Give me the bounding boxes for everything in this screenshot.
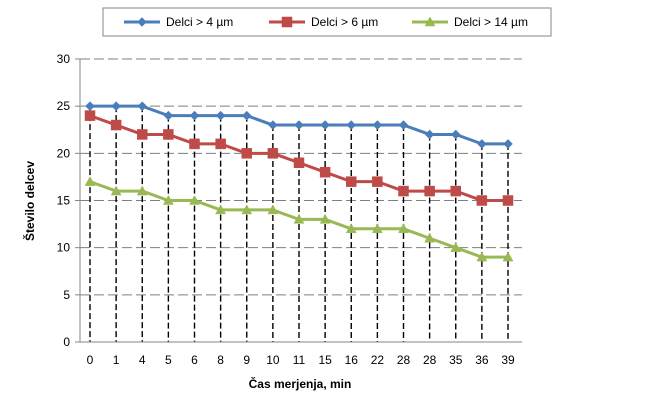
legend-marker [137,17,147,27]
data-point [267,148,279,159]
data-point [372,120,383,130]
data-point [293,157,305,169]
legend-marker [281,16,293,28]
legend-label: Delci > 4 µm [166,15,233,29]
data-point [320,120,330,130]
data-point [189,110,200,121]
grid-layer [80,58,522,296]
x-tick-label: 28 [423,353,437,367]
data-point [477,139,487,149]
data-point [398,185,409,197]
data-point [267,204,279,215]
legend-box [102,7,552,37]
data-point [215,110,226,121]
data-point [503,139,513,149]
axes [75,58,522,343]
data-point [398,223,409,234]
x-tick-label: 28 [397,353,411,367]
x-tick-label: 15 [318,353,332,367]
drop-lines [89,106,509,342]
data-point [137,129,148,140]
data-point [319,213,331,224]
data-point [84,176,96,186]
series-1 [85,101,513,149]
data-point [346,176,357,187]
series-layer [84,101,514,262]
data-point [84,110,96,121]
data-point [215,138,226,150]
data-point [476,195,488,206]
data-point [450,185,461,197]
y-tick-label: 30 [57,52,71,66]
x-tick-label: 35 [449,353,463,367]
x-tick-label: 0 [87,353,94,367]
y-tick-label: 20 [57,146,71,160]
y-tick-label: 15 [57,194,71,208]
data-point [189,194,200,205]
data-point [136,185,148,196]
series-3 [84,176,514,262]
legend-item: Delci > 6 µm [269,15,378,29]
legend-label: Delci > 14 µm [454,15,528,29]
data-point [346,120,357,130]
data-point [162,194,174,205]
data-point [189,138,200,150]
x-tick-label: 16 [345,353,359,367]
data-point [110,185,122,196]
series-2 [84,110,514,206]
x-tick-label: 4 [139,353,146,367]
data-point [294,120,304,130]
data-point [476,251,488,262]
data-point [241,148,252,159]
y-tick-label: 10 [57,241,71,255]
data-point [371,223,383,234]
legend-item: Delci > 4 µm [124,15,233,29]
data-point [163,110,174,121]
data-point [450,129,461,140]
data-point [450,242,462,252]
data-point [424,129,435,140]
data-point [372,176,383,187]
legend: Delci > 4 µm Delci > 6 µm Delci > 14 µm [102,7,552,37]
data-point [502,251,514,262]
data-point [345,223,357,234]
y-axis-title: Število delcev [22,161,37,241]
data-point [241,110,252,121]
data-point [502,195,514,206]
data-point [111,101,121,112]
y-tick-label: 5 [63,288,70,302]
legend-item: Delci > 14 µm [412,15,528,29]
data-point [398,120,409,130]
x-axis-title: Čas merjenja, min [249,376,352,391]
x-tick-label: 10 [266,353,280,367]
data-point [85,101,95,112]
x-tick-label: 36 [475,353,489,367]
data-point [293,213,305,224]
x-tick-label: 5 [165,353,172,367]
data-point [241,204,253,215]
data-point [319,166,331,178]
x-tick-label: 1 [113,353,120,367]
x-tick-label: 39 [501,353,515,367]
x-tick-label: 11 [293,353,306,367]
y-tick-label: 25 [57,99,71,113]
x-tick-label: 8 [217,353,224,367]
legend-marker [424,16,436,27]
data-point [163,129,174,140]
data-point [137,101,148,112]
data-point [110,119,122,131]
x-tick-label: 6 [191,353,198,367]
x-tick-label: 9 [243,353,250,367]
data-point [268,120,278,130]
data-point [424,185,435,197]
x-tick-label: 22 [371,353,385,367]
legend-label: Delci > 6 µm [311,15,378,29]
tick-labels: 0 5 10 15 20 25 30 0 1 4 5 6 8 9 10 11 15 16 22 28 28 35 36 39 [57,52,515,367]
y-tick-label: 0 [63,335,70,349]
data-point [424,232,436,243]
data-point [215,204,227,215]
